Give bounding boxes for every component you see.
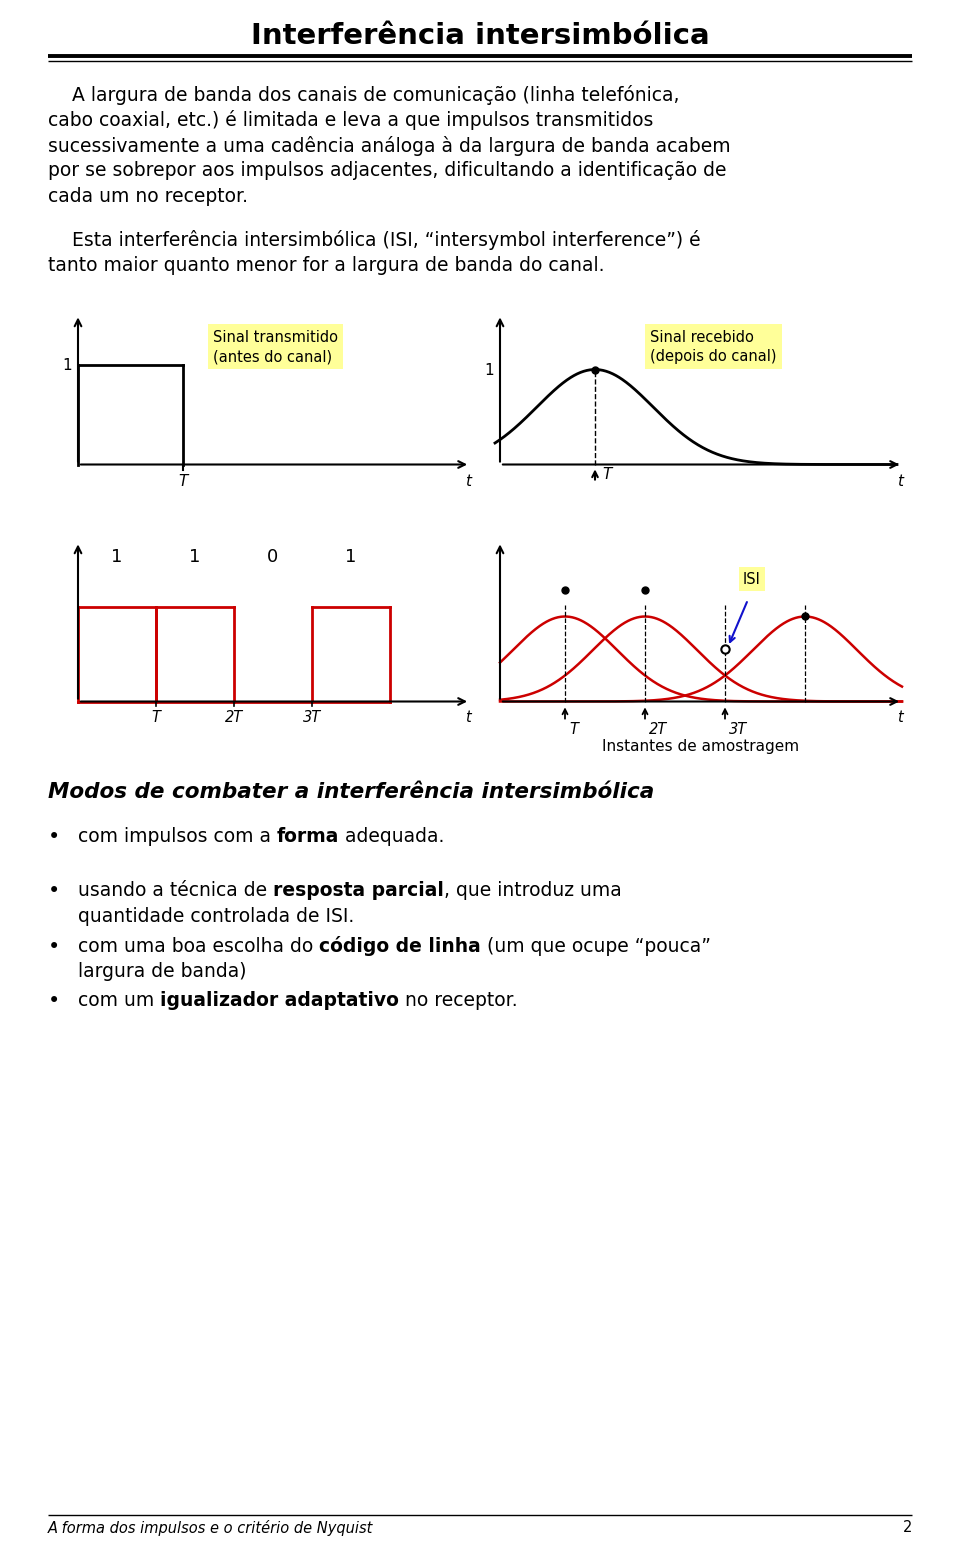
Text: 1: 1: [189, 548, 201, 567]
Text: 3T: 3T: [729, 722, 747, 736]
Text: 2T: 2T: [649, 722, 667, 736]
Text: •: •: [48, 936, 60, 957]
Text: , que introduz uma: , que introduz uma: [444, 882, 622, 901]
Text: T: T: [602, 467, 612, 481]
Text: T: T: [179, 474, 188, 489]
Text: cada um no receptor.: cada um no receptor.: [48, 186, 248, 207]
Text: 1: 1: [485, 363, 494, 377]
Text: •: •: [48, 991, 60, 1011]
Text: 0: 0: [268, 548, 278, 567]
Text: Modos de combater a interferência intersimbólica: Modos de combater a interferência inters…: [48, 781, 655, 801]
Text: Instantes de amostragem: Instantes de amostragem: [603, 739, 800, 755]
Text: 2T: 2T: [225, 710, 243, 725]
Text: com uma boa escolha do: com uma boa escolha do: [78, 936, 320, 955]
Text: T: T: [152, 710, 160, 725]
Text: por se sobrepor aos impulsos adjacentes, dificultando a identificação de: por se sobrepor aos impulsos adjacentes,…: [48, 162, 727, 180]
Text: largura de banda): largura de banda): [78, 961, 247, 981]
Text: ISI: ISI: [743, 572, 761, 587]
Text: adequada.: adequada.: [340, 826, 444, 845]
Text: quantidade controlada de ISI.: quantidade controlada de ISI.: [78, 907, 354, 926]
Text: igualizador adaptativo: igualizador adaptativo: [160, 991, 399, 1011]
Text: Sinal transmitido
(antes do canal): Sinal transmitido (antes do canal): [213, 329, 338, 365]
Text: t: t: [897, 474, 903, 489]
Text: cabo coaxial, etc.) é limitada e leva a que impulsos transmitidos: cabo coaxial, etc.) é limitada e leva a …: [48, 110, 654, 130]
Text: t: t: [466, 710, 470, 725]
Text: com impulsos com a: com impulsos com a: [78, 826, 277, 845]
Text: 3T: 3T: [303, 710, 321, 725]
Text: A largura de banda dos canais de comunicação (linha telefónica,: A largura de banda dos canais de comunic…: [48, 85, 680, 106]
Text: no receptor.: no receptor.: [399, 991, 517, 1011]
Text: T: T: [569, 722, 578, 736]
Text: t: t: [465, 474, 471, 489]
Text: 1: 1: [62, 359, 72, 373]
Text: •: •: [48, 826, 60, 846]
Text: tanto maior quanto menor for a largura de banda do canal.: tanto maior quanto menor for a largura d…: [48, 256, 605, 275]
Text: Interferência intersimbólica: Interferência intersimbólica: [251, 22, 709, 50]
Text: 1: 1: [346, 548, 357, 567]
Text: t: t: [898, 710, 902, 725]
Text: código de linha: código de linha: [320, 936, 481, 957]
Text: resposta parcial: resposta parcial: [274, 882, 444, 901]
Text: com um: com um: [78, 991, 160, 1011]
Text: sucessivamente a uma cadência análoga à da largura de banda acabem: sucessivamente a uma cadência análoga à …: [48, 137, 731, 155]
Text: usando a técnica de: usando a técnica de: [78, 882, 274, 901]
Text: (um que ocupe “pouca”: (um que ocupe “pouca”: [481, 936, 710, 955]
Text: •: •: [48, 882, 60, 901]
Text: 1: 1: [111, 548, 123, 567]
Text: 2: 2: [902, 1520, 912, 1534]
Text: forma: forma: [277, 826, 340, 845]
Text: Esta interferência intersimbólica (ISI, “intersymbol interference”) é: Esta interferência intersimbólica (ISI, …: [48, 230, 701, 250]
Text: A forma dos impulsos e o critério de Nyquist: A forma dos impulsos e o critério de Nyq…: [48, 1520, 373, 1536]
Text: Sinal recebido
(depois do canal): Sinal recebido (depois do canal): [650, 329, 777, 365]
